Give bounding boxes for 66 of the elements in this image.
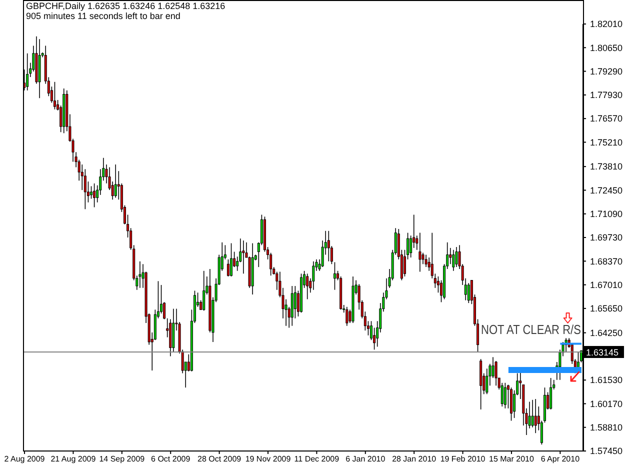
x-tick-label: 28 Jan 2010 xyxy=(392,454,437,464)
y-tick-label: 1.72450 xyxy=(590,185,623,196)
candlestick xyxy=(467,282,470,304)
y-tick-label: 1.69730 xyxy=(590,232,623,243)
candlestick xyxy=(312,260,315,290)
candlestick xyxy=(422,252,424,264)
y-tick-label: 1.82010 xyxy=(590,19,623,30)
candlestick xyxy=(449,248,452,264)
y-tick-label: 1.64250 xyxy=(590,328,623,338)
y-tick-label: 1.57450 xyxy=(590,446,623,456)
x-tick-label: 2 Aug 2009 xyxy=(4,454,46,464)
candlestick xyxy=(486,368,488,395)
y-tick-label: 1.68370 xyxy=(590,256,623,266)
candlestick xyxy=(510,387,513,422)
y-tick-label: 1.67010 xyxy=(590,280,623,290)
candlestick xyxy=(534,398,537,434)
candlestick xyxy=(531,399,534,428)
y-tick-label: 1.79290 xyxy=(590,66,623,76)
x-tick-label: 19 Feb 2010 xyxy=(440,454,486,464)
candlestick xyxy=(424,254,428,268)
y-tick-label: 1.61530 xyxy=(590,375,623,386)
y-tick-label: 1.75210 xyxy=(590,137,623,148)
x-tick-label: 6 Apr 2010 xyxy=(540,454,580,464)
y-tick-label: 1.58810 xyxy=(590,422,623,433)
candlestick xyxy=(346,306,348,326)
chart-subtitle: 905 minutes 11 seconds left to bar end xyxy=(26,11,180,21)
candlestick xyxy=(242,240,245,274)
candlestick xyxy=(327,230,330,262)
candlestick xyxy=(290,286,294,326)
candlestick xyxy=(550,378,552,410)
y-tick-label: 1.73810 xyxy=(590,162,623,172)
chart-title: GBPCHF,Daily 1.62635 1.63246 1.62548 1.63216 xyxy=(26,1,226,11)
y-tick-label: 1.71090 xyxy=(590,209,623,220)
y-tick-label: 1.80650 xyxy=(590,42,623,53)
x-tick-label: 21 Aug 2009 xyxy=(50,454,96,464)
candlestick xyxy=(26,52,29,91)
candlestick xyxy=(306,273,309,300)
candlestick xyxy=(452,249,455,272)
candlestick xyxy=(226,259,230,277)
x-tick-label: 14 Sep 2009 xyxy=(99,454,146,464)
y-tick-label: 1.60170 xyxy=(590,398,623,409)
candlestick xyxy=(138,260,142,288)
candlestick xyxy=(494,360,498,386)
x-tick-label: 6 Oct 2009 xyxy=(151,454,191,464)
candlestick xyxy=(504,382,506,409)
x-tick-label: 15 Mar 2010 xyxy=(489,454,534,464)
candlestick xyxy=(114,164,117,198)
candlestick xyxy=(492,356,494,378)
y-tick-label: 1.65650 xyxy=(590,304,623,314)
candlestick xyxy=(418,232,422,272)
y-tick-label: 1.77930 xyxy=(590,90,623,100)
x-tick-label: 6 Jan 2010 xyxy=(346,454,386,464)
candlestick xyxy=(202,270,206,312)
x-tick-label: 19 Nov 2009 xyxy=(245,454,292,464)
candlestick xyxy=(53,81,56,110)
price-tag: 1.63145 xyxy=(584,346,624,358)
candlestick xyxy=(84,168,86,210)
ref-line-label: 1.63145 xyxy=(586,347,619,358)
candlestick xyxy=(230,242,233,277)
candlestick xyxy=(455,246,458,268)
x-tick-label: 11 Dec 2009 xyxy=(294,454,340,464)
y-tick-label: 1.76570 xyxy=(590,114,623,124)
candlestick xyxy=(333,262,336,290)
candlestick xyxy=(90,186,93,200)
candlestick xyxy=(93,183,96,208)
x-tick-label: 28 Oct 2009 xyxy=(198,454,242,464)
